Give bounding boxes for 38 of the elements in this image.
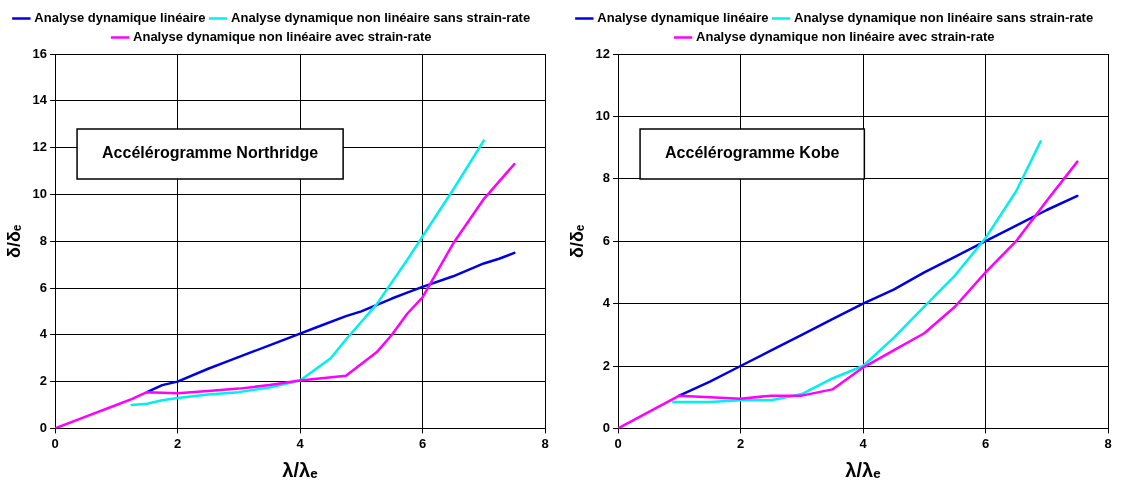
legend-label: Analyse dynamique linéaire	[597, 10, 769, 26]
y-tick-label: 2	[39, 373, 48, 389]
y-tick-label: 8	[39, 232, 48, 248]
y-tick-label: 8	[602, 170, 611, 186]
y-tick-label: 4	[39, 326, 48, 342]
y-tick-label: 0	[39, 419, 48, 435]
legend-label: Analyse dynamique non linéaire avec strain-rate	[133, 29, 432, 45]
x-tick-label: 8	[1104, 435, 1112, 451]
x-tick-label: 6	[418, 435, 427, 451]
y-tick-label: 6	[39, 279, 48, 295]
x-axis-title: λ/λₑ	[282, 458, 319, 481]
legend-label: Analyse dynamique non linéaire sans strain-rate	[794, 10, 1094, 26]
x-tick-label: 0	[51, 435, 59, 451]
y-tick-label: 10	[595, 107, 611, 123]
x-tick-label: 2	[173, 435, 182, 451]
x-tick-label: 4	[296, 435, 305, 451]
x-tick-label: 2	[736, 435, 745, 451]
y-tick-label: 2	[602, 357, 611, 373]
x-tick-label: 6	[981, 435, 990, 451]
legend-label: Analyse dynamique non linéaire avec strain-rate	[696, 29, 995, 45]
x-axis-title: λ/λₑ	[845, 458, 882, 481]
x-tick-label: 0	[614, 435, 622, 451]
y-axis-title: δ/δₑ	[566, 224, 587, 258]
y-tick-label: 10	[32, 185, 48, 201]
y-tick-label: 14	[32, 92, 48, 108]
legend-label: Analyse dynamique linéaire	[34, 10, 206, 26]
legend-label: Analyse dynamique non linéaire sans strain-rate	[231, 10, 531, 26]
x-tick-label: 4	[859, 435, 868, 451]
y-tick-label: 12	[32, 139, 48, 155]
y-tick-label: 16	[32, 45, 48, 61]
y-tick-label: 6	[602, 232, 611, 248]
annotation: Accélérogramme Northridge	[102, 144, 319, 162]
annotation: Accélérogramme Kobe	[665, 144, 840, 162]
x-tick-label: 8	[541, 435, 549, 451]
y-tick-label: 4	[602, 295, 611, 311]
y-tick-label: 0	[602, 419, 611, 435]
y-axis-title: δ/δₑ	[3, 224, 24, 258]
y-tick-label: 12	[595, 45, 611, 61]
